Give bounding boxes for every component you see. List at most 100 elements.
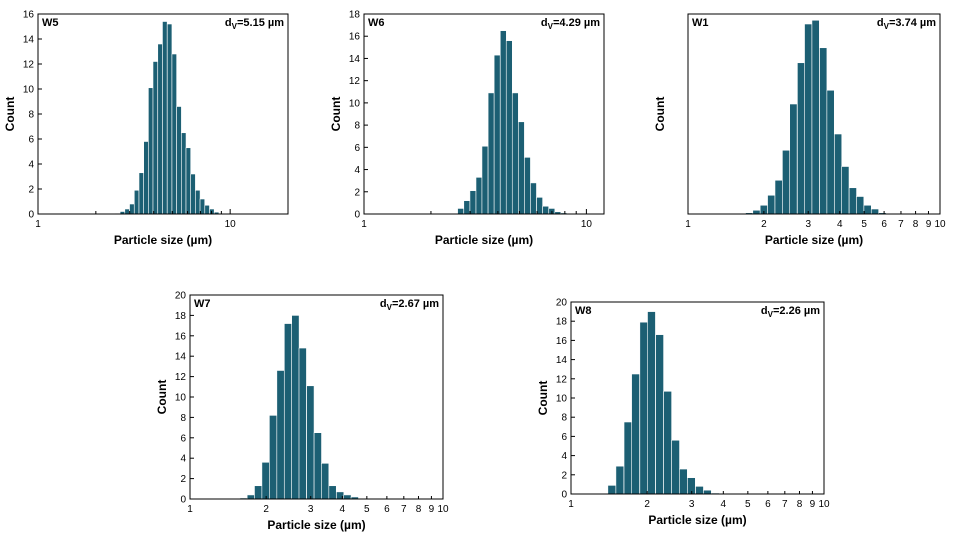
- bar-w8-9: [679, 468, 688, 495]
- bar-w6-0: [457, 208, 464, 215]
- x-tick-label: 1: [361, 219, 367, 230]
- bar-w1-14: [848, 187, 857, 215]
- chart-panel-w6: 0 2 4 6 8 10 12 14 16 18 1 10 Particle size (µm) Coun…: [329, 10, 605, 247]
- y-tick-label: 4: [561, 451, 567, 462]
- bar-w6-4: [481, 145, 489, 215]
- bar-w7-8: [298, 347, 307, 500]
- bar-w6-6: [493, 54, 501, 215]
- y-tick-label: 18: [556, 317, 568, 328]
- y-axis-title: Count: [3, 97, 17, 132]
- x-axis-title: Particle size (µm): [765, 233, 863, 247]
- y-tick-label: 14: [23, 35, 35, 46]
- bar-w6-5: [487, 92, 495, 215]
- bar-w8-3: [631, 373, 640, 495]
- x-tick-label: 4: [721, 499, 727, 510]
- bar-w6-14: [542, 205, 550, 215]
- x-axis-title: Particle size (µm): [648, 513, 746, 527]
- y-tick-label: 12: [556, 374, 568, 385]
- bar-w1-12: [834, 133, 843, 215]
- panel-label: W1: [692, 17, 709, 29]
- x-tick-label: 10: [225, 219, 237, 230]
- bar-w5-2: [124, 208, 130, 215]
- x-tick-label: 1: [35, 219, 41, 230]
- bar-w8-2: [623, 421, 633, 495]
- y-tick-label: 8: [561, 413, 567, 424]
- x-tick-label: 2: [761, 219, 767, 230]
- panel-label: W6: [368, 17, 385, 29]
- x-tick-label: 3: [689, 499, 695, 510]
- y-tick-label: 4: [354, 165, 360, 176]
- bar-w5-19: [204, 204, 210, 215]
- y-axis-title: Count: [155, 380, 169, 415]
- y-tick-label: 16: [175, 331, 187, 342]
- y-tick-label: 6: [28, 135, 34, 146]
- y-tick-label: 0: [561, 490, 567, 501]
- mean-size-annotation: dV=2.67 µm: [380, 298, 439, 312]
- bar-w8-1: [615, 465, 625, 495]
- x-axis-title: Particle size (µm): [114, 233, 212, 247]
- bar-w5-15: [185, 147, 192, 215]
- bar-w7-4: [269, 415, 278, 500]
- bar-w7-9: [306, 385, 315, 500]
- y-tick-label: 2: [28, 185, 34, 196]
- y-tick-label: 2: [561, 470, 567, 481]
- y-tick-label: 2: [180, 474, 186, 485]
- y-tick-label: 20: [175, 291, 187, 302]
- bar-w5-11: [166, 23, 173, 215]
- y-tick-label: 8: [28, 110, 34, 121]
- y-tick-label: 14: [175, 352, 187, 363]
- bar-w5-8: [152, 61, 159, 215]
- x-tick-label: 10: [934, 219, 946, 230]
- plot-frame: [687, 13, 941, 215]
- bar-w5-14: [181, 132, 187, 215]
- bar-w1-7: [797, 62, 806, 215]
- panel-label: W5: [42, 17, 59, 29]
- bar-w1-15: [856, 196, 865, 215]
- x-tick-label: 9: [429, 504, 435, 515]
- bar-w1-8: [804, 23, 813, 215]
- x-tick-label: 8: [416, 504, 422, 515]
- x-tick-label: 9: [810, 499, 816, 510]
- bar-w5-4: [133, 189, 140, 215]
- y-tick-label: 0: [28, 210, 34, 221]
- bar-w6-10: [518, 121, 525, 215]
- panel-label: W7: [194, 298, 211, 310]
- y-tick-label: 10: [23, 85, 35, 96]
- x-tick-label: 7: [401, 504, 407, 515]
- bar-w1-1: [752, 209, 761, 215]
- y-tick-label: 0: [180, 495, 186, 506]
- x-axis-title: Particle size (µm): [267, 518, 365, 532]
- bar-w5-9: [157, 43, 163, 215]
- bar-w7-7: [291, 315, 300, 500]
- bar-w1-10: [819, 47, 828, 215]
- chart-panel-w5: 0 2 4 6 8 10 12 14 16 1 10 Particle size (µm) Count W…: [3, 10, 289, 247]
- x-tick-label: 1: [685, 219, 691, 230]
- bar-w8-8: [671, 439, 680, 495]
- y-tick-label: 12: [349, 76, 361, 87]
- y-tick-label: 6: [180, 433, 186, 444]
- x-tick-label: 4: [837, 219, 843, 230]
- bar-w7-12: [328, 485, 337, 500]
- y-tick-label: 4: [28, 160, 34, 171]
- bar-w1-16: [863, 204, 872, 215]
- bar-w1-17: [870, 208, 879, 215]
- y-tick-label: 6: [354, 143, 360, 154]
- x-tick-label: 1: [568, 499, 574, 510]
- x-tick-label: 4: [340, 504, 346, 515]
- bar-w7-2: [254, 485, 263, 500]
- y-tick-label: 20: [556, 298, 568, 309]
- y-tick-label: 10: [175, 393, 187, 404]
- y-tick-label: 18: [349, 10, 361, 21]
- y-tick-label: 4: [180, 454, 186, 465]
- bar-w5-17: [195, 189, 201, 215]
- y-tick-label: 16: [349, 32, 361, 43]
- bar-w8-6: [655, 334, 664, 495]
- y-axis-title: Count: [536, 381, 550, 416]
- bar-w5-13: [176, 106, 182, 215]
- x-tick-label: 3: [308, 504, 314, 515]
- bar-w8-5: [647, 311, 656, 495]
- y-tick-label: 12: [23, 60, 35, 71]
- x-tick-label: 10: [818, 499, 830, 510]
- bar-w6-8: [505, 40, 513, 215]
